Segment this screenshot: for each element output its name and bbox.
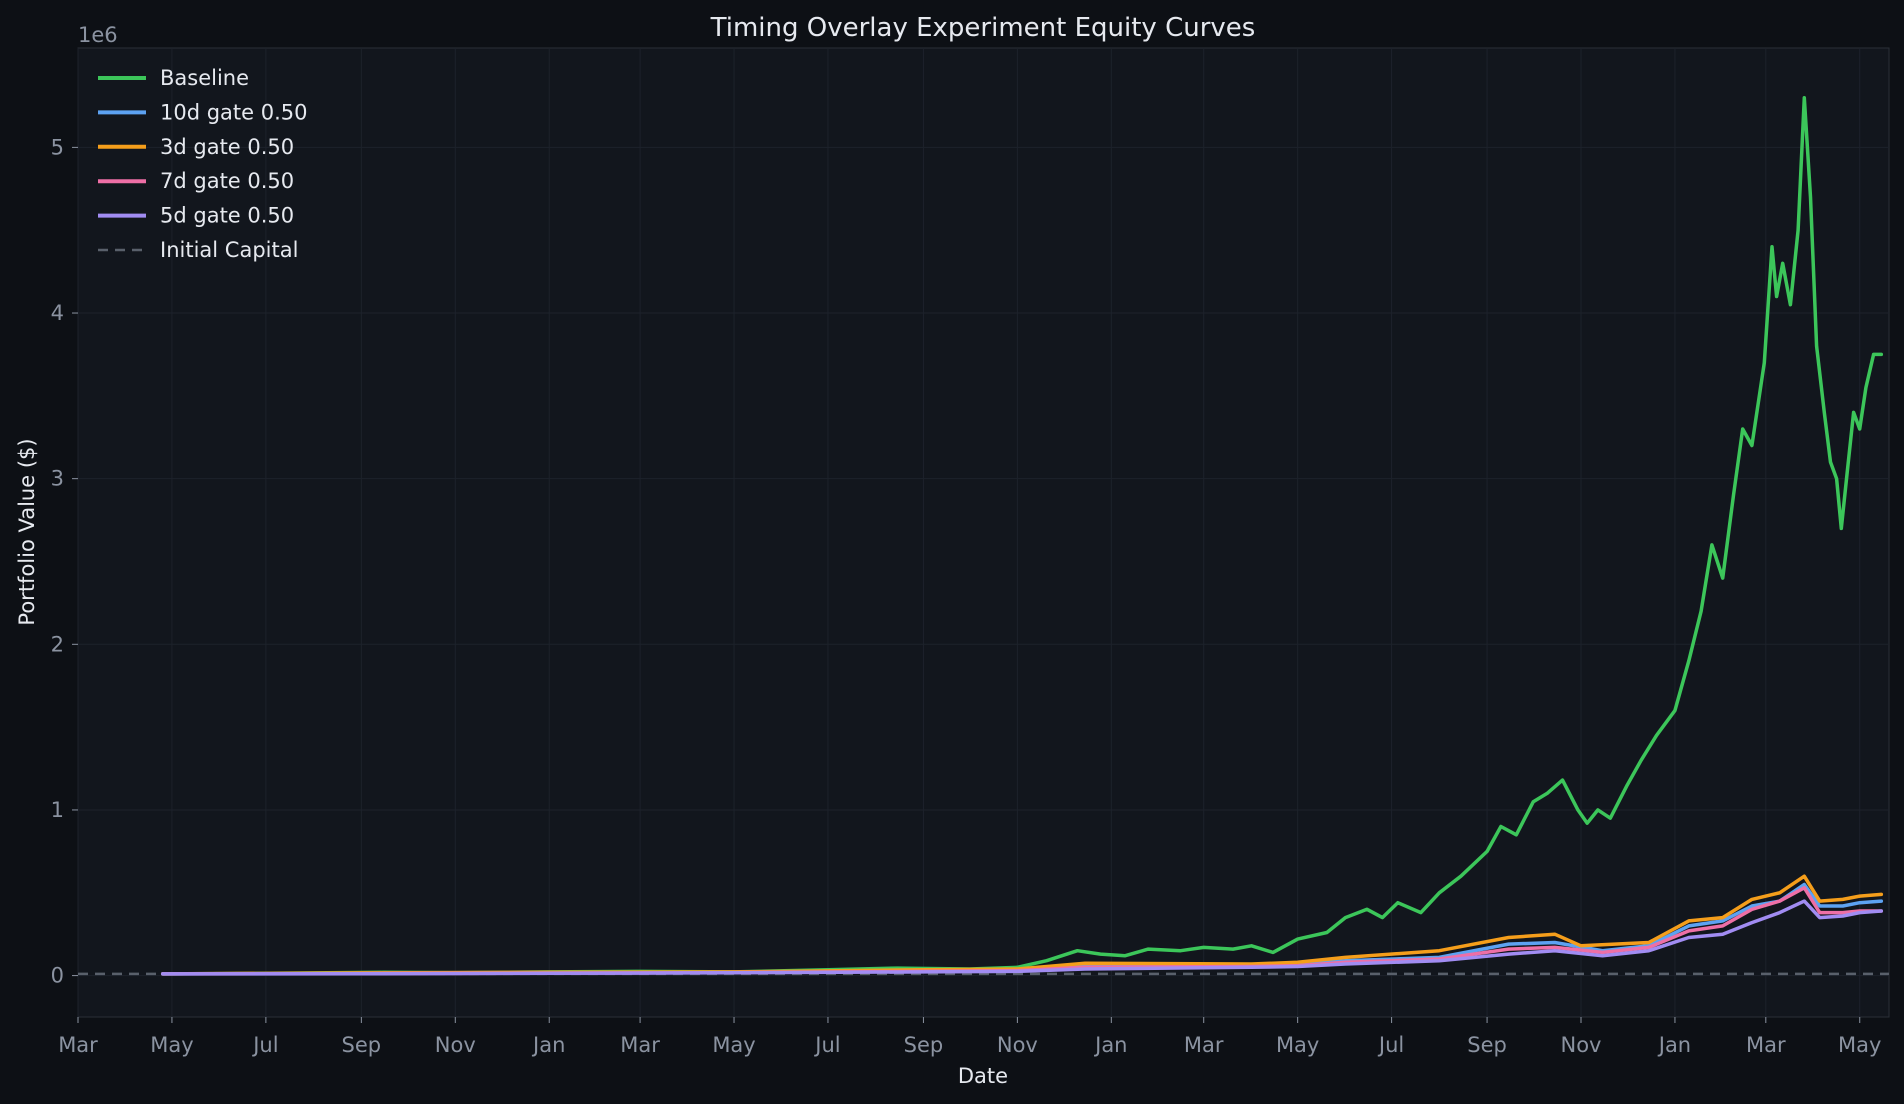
legend-label-3d-gate-0-50: 3d gate 0.50 — [160, 135, 294, 159]
x-tick-label: Nov — [435, 1033, 476, 1057]
x-tick-label: Mar — [1746, 1033, 1786, 1057]
series-line-5d-gate-0-50 — [160, 899, 1884, 976]
legend-label-5d-gate-0-50: 5d gate 0.50 — [160, 204, 294, 228]
x-tick-label: Sep — [342, 1033, 382, 1057]
series-layer — [160, 95, 1884, 976]
y-tick-label: 4 — [51, 301, 64, 325]
y-axis-label: Portfolio Value ($) — [15, 438, 39, 625]
x-tick-label: May — [150, 1033, 193, 1057]
legend-label-baseline: Baseline — [160, 66, 249, 90]
y-tick-label: 2 — [51, 632, 64, 656]
x-axis-label: Date — [958, 1064, 1008, 1088]
x-tick-label: Jul — [813, 1033, 840, 1057]
y-tick-label: 1 — [51, 798, 64, 822]
x-tick-label: Mar — [58, 1033, 98, 1057]
x-tick-label: Mar — [620, 1033, 660, 1057]
x-tick-label: Nov — [997, 1033, 1038, 1057]
x-tick-label: Jul — [251, 1033, 278, 1057]
grid-lines — [77, 48, 1889, 1017]
x-tick-label: Jul — [1377, 1033, 1404, 1057]
legend-label-7d-gate-0-50: 7d gate 0.50 — [160, 169, 294, 193]
y-tick-label: 0 — [51, 964, 64, 988]
x-tick-label: Sep — [904, 1033, 944, 1057]
x-tick-label: May — [1276, 1033, 1319, 1057]
x-tick-label: Mar — [1184, 1033, 1224, 1057]
x-tick-label: May — [712, 1033, 755, 1057]
x-tick-label: Nov — [1561, 1033, 1602, 1057]
x-tick-label: Sep — [1467, 1033, 1507, 1057]
legend: Baseline 10d gate 0.50 3d gate 0.50 7d gate… — [98, 66, 308, 262]
x-tick-label: Jan — [1657, 1033, 1691, 1057]
axis-layer: Mar May Jul Sep Nov Jan Mar May Jul Sep Nov Jan Mar M… — [51, 135, 1882, 1057]
x-tick-label: Jan — [1093, 1033, 1127, 1057]
y-tick-label: 3 — [51, 467, 64, 491]
x-tick-label: Jan — [531, 1033, 565, 1057]
plot-area — [77, 47, 1890, 1018]
legend-label-initial-capital: Initial Capital — [160, 238, 298, 262]
y-offset-label: 1e6 — [78, 23, 118, 47]
y-tick-label: 5 — [51, 135, 64, 159]
legend-label-10d-gate-0-50: 10d gate 0.50 — [160, 100, 308, 124]
x-tick-label: May — [1838, 1033, 1881, 1057]
chart-title: Timing Overlay Experiment Equity Curves — [710, 13, 1256, 43]
series-line-baseline — [160, 95, 1884, 976]
